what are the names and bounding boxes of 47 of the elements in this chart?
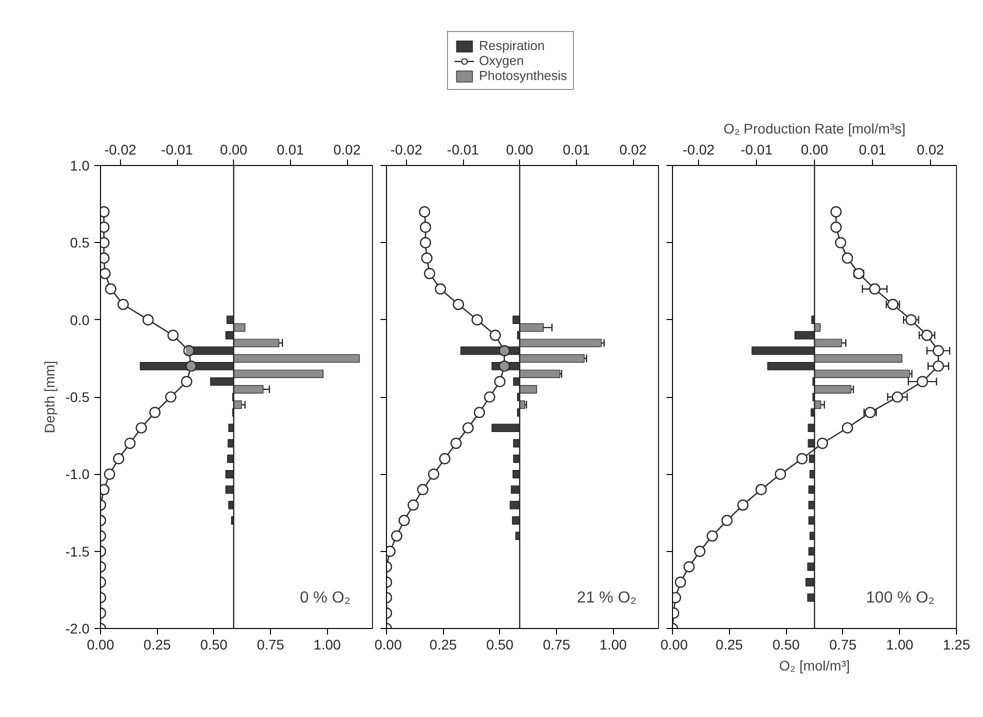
y-tick-label: 1.0 <box>70 158 90 174</box>
x2-tick-label: 0.00 <box>800 142 828 158</box>
x-tick-label: 0.75 <box>829 636 857 652</box>
x2-tick-label: 0.01 <box>858 142 886 158</box>
x2-tick-label: -0.02 <box>104 142 136 158</box>
y-axis-title: Depth [mm] <box>41 360 58 434</box>
x2-tick-label: 0.01 <box>562 142 590 158</box>
x2-tick-label: 0.00 <box>506 142 534 158</box>
x2-tick-label: 0.02 <box>916 142 944 158</box>
x-tick-label: 0.75 <box>256 636 284 652</box>
x-tick-label: 0.25 <box>144 636 172 652</box>
x2-tick-label: 0.02 <box>333 142 361 158</box>
y-tick-label: -0.5 <box>65 389 90 405</box>
x-tick-label: 0.50 <box>772 636 800 652</box>
x-tick-label: 1.25 <box>942 636 970 652</box>
y-tick-label: 0.0 <box>70 312 90 328</box>
x-tick-label: 0.00 <box>660 636 688 652</box>
x2-tick-label: -0.01 <box>161 142 194 158</box>
x2-tick-label: -0.01 <box>740 142 773 158</box>
x-tick-label: 1.00 <box>600 636 628 652</box>
annotation: 21 % O₂ <box>576 590 637 606</box>
x-axis-title: O₂ [mol/m³] <box>779 658 850 674</box>
y-tick-label: 0.5 <box>70 234 90 251</box>
legend-label: Respiration <box>479 38 545 53</box>
y-tick-label: -1.0 <box>65 466 90 482</box>
annotation: 100 % O₂ <box>866 590 934 606</box>
x2-tick-label: 0.01 <box>276 142 304 158</box>
x-tick-label: 0.50 <box>200 636 228 652</box>
y-tick-label: -1.5 <box>65 543 90 560</box>
x-tick-label: 1.00 <box>314 636 342 652</box>
x-tick-label: 0.75 <box>542 636 570 652</box>
x-tick-label: 0.25 <box>716 636 744 652</box>
x2-tick-label: -0.01 <box>447 142 480 158</box>
x2-tick-label: -0.02 <box>390 142 422 158</box>
annotation: 0 % O₂ <box>300 590 350 606</box>
legend-label: Oxygen <box>479 53 524 68</box>
x2-tick-label: 0.00 <box>220 142 248 158</box>
x-tick-label: 0.25 <box>430 636 458 652</box>
x-tick-label: 0.50 <box>486 636 514 652</box>
x-tick-label: 0.00 <box>374 636 402 652</box>
x2-tick-label: 0.02 <box>619 142 647 158</box>
y-tick-label: -2.0 <box>65 620 90 636</box>
x2-tick-label: -0.02 <box>682 142 715 158</box>
x-tick-label: 1.00 <box>886 636 914 652</box>
x-tick-label: 0.00 <box>86 636 114 652</box>
legend-label: Photosynthesis <box>479 68 568 83</box>
x2-axis-title: O₂ Production Rate [mol/m³s] <box>723 120 906 136</box>
